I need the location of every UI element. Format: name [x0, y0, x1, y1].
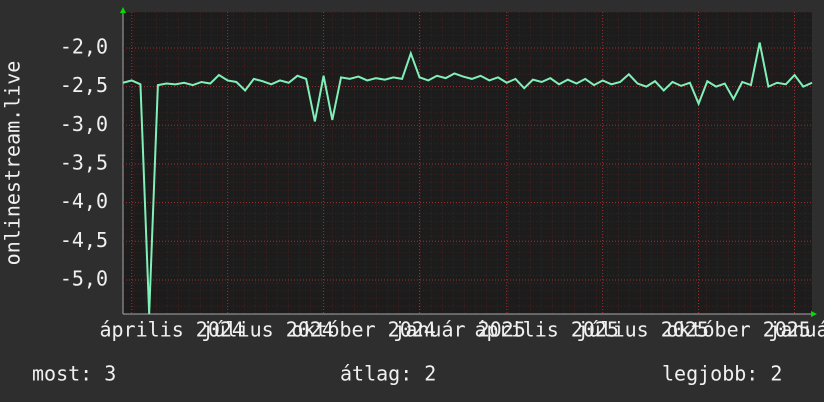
footer-best: legjobb: 2 [662, 362, 782, 386]
y-tick-label: -2,5 [60, 73, 108, 97]
x-tick-label: július 2024 [201, 318, 333, 342]
footer-avg: átlag: 2 [340, 362, 436, 386]
y-tick-label: -4,5 [60, 228, 108, 252]
axis-arrow [120, 7, 126, 13]
y-tick-label: -2,0 [60, 34, 108, 58]
y-axis-label: onlinestream.live [1, 61, 25, 266]
x-tick-label: január 2025 [393, 318, 525, 342]
footer-now: most: 3 [32, 362, 116, 386]
x-tick-label: október 2025 [666, 318, 811, 342]
y-tick-label: -3,0 [60, 112, 108, 136]
x-tick-label: április 2025 [474, 318, 619, 342]
y-tick-label: -4,0 [60, 189, 108, 213]
y-tick-label: -5,0 [60, 266, 108, 290]
x-tick-label: január 2026 [768, 318, 824, 342]
x-tick-label: április 2024 [99, 318, 244, 342]
y-tick-label: -3,5 [60, 150, 108, 174]
minor-grid [123, 12, 812, 314]
series-line [122, 42, 813, 315]
axis-arrow [811, 311, 817, 317]
x-tick-label: október 2024 [291, 318, 436, 342]
x-tick-label: július 2025 [576, 318, 708, 342]
